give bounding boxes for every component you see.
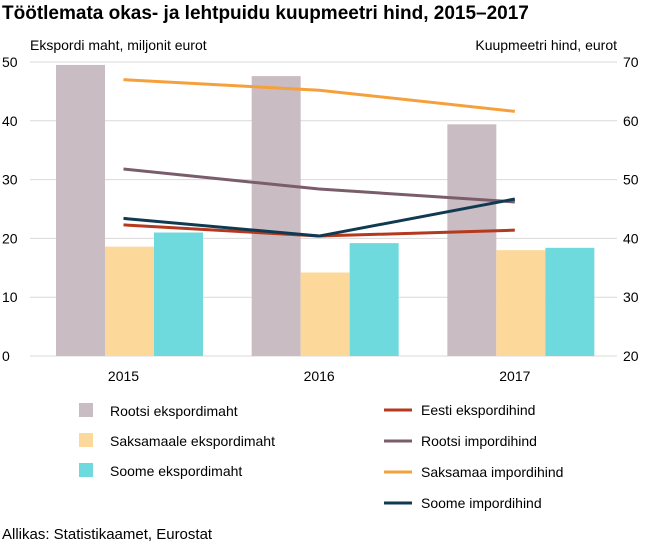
source-note: Allikas: Statistikaamet, Eurostat [2,526,213,543]
legend: Rootsi ekspordimaht Saksamaale ekspordima… [79,402,563,511]
legend-swatch [79,463,93,477]
left-tick-label: 30 [2,172,18,188]
left-tick-label: 0 [2,348,10,364]
left-tick-label: 10 [2,289,18,305]
left-tick-label: 40 [2,113,18,129]
right-axis-ticks: 20 30 40 50 60 70 [623,54,639,364]
right-tick-label: 70 [623,54,639,70]
bar [251,76,301,356]
legend-label: Soome ekspordimaht [110,463,242,479]
left-axis-ticks: 0 10 20 30 40 50 [2,54,18,364]
right-tick-label: 30 [623,289,639,305]
bars [56,64,595,356]
x-axis-ticks: 2015 2016 2017 [108,368,531,384]
bar [349,243,399,356]
right-axis-label: Kuupmeetri hind, eurot [475,37,617,53]
series-line [123,78,515,113]
legend-label: Rootsi impordihind [421,433,537,449]
left-axis-label: Ekspordi maht, miljonit eurot [30,37,207,53]
left-tick-label: 20 [2,230,18,246]
right-tick-label: 50 [623,172,639,188]
bar [300,272,350,356]
legend-label: Saksamaale ekspordimaht [110,433,275,449]
bar [154,232,203,356]
right-tick-label: 20 [623,348,639,364]
series-line [123,167,515,204]
legend-swatch [79,433,93,447]
bar [56,64,105,356]
right-tick-label: 40 [623,230,639,246]
legend-label: Eesti ekspordihind [421,402,535,418]
legend-swatch [79,403,93,417]
bar [545,247,595,356]
bar [496,250,546,356]
bar [447,124,497,356]
lines [123,78,516,238]
x-tick-label: 2015 [108,368,139,384]
right-tick-label: 60 [623,113,639,129]
chart-title: Töötlemata okas- ja lehtpuidu kuupmeetri… [2,3,529,24]
left-tick-label: 50 [2,54,18,70]
x-tick-label: 2017 [499,368,530,384]
bar [105,246,154,356]
legend-label: Soome impordihind [421,495,542,511]
legend-label: Rootsi ekspordimaht [110,403,238,419]
series-line [123,197,516,238]
x-tick-label: 2016 [304,368,335,384]
legend-label: Saksamaa impordihind [421,464,563,480]
